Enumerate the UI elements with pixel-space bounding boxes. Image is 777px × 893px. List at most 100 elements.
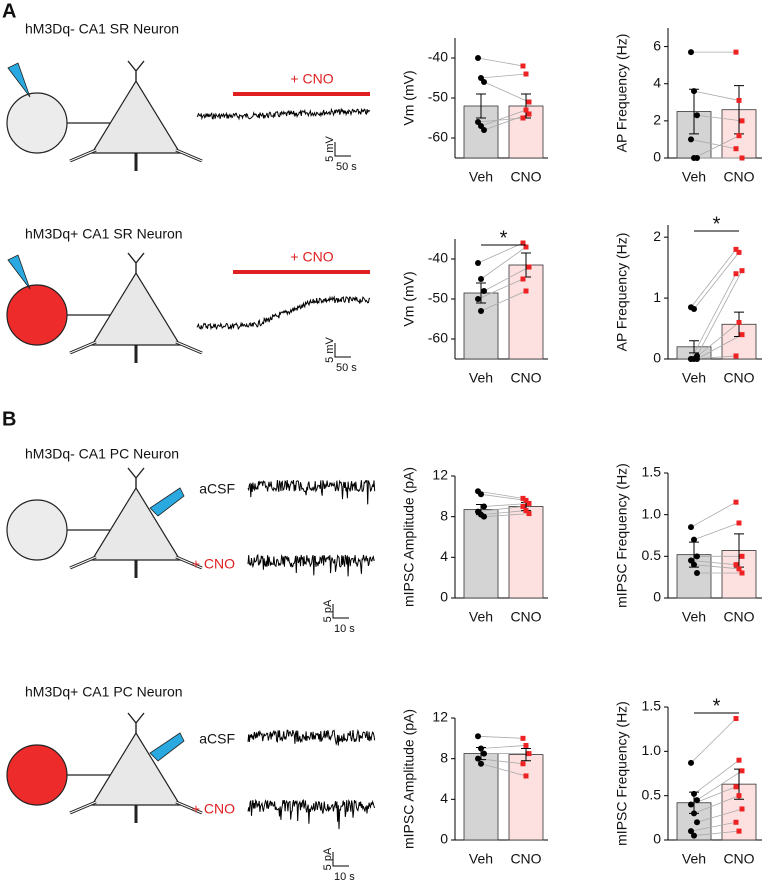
pair-line	[693, 830, 740, 836]
data-point	[688, 759, 694, 766]
pair-line	[693, 252, 740, 310]
data-point	[694, 819, 700, 826]
data-point	[739, 332, 745, 338]
trace	[196, 107, 371, 121]
presynaptic-cell	[6, 284, 68, 346]
data-point	[523, 508, 529, 514]
data-point	[475, 755, 481, 762]
pair-line	[480, 290, 527, 312]
data-point	[739, 806, 745, 812]
scale-label: 5 mV	[324, 337, 336, 363]
data-point	[481, 79, 487, 85]
data-point	[520, 276, 526, 282]
y-tick-label: 12	[432, 467, 448, 483]
data-point	[523, 71, 529, 77]
y-tick-label: 0	[653, 589, 661, 605]
drug-label: + CNO	[290, 71, 333, 87]
data-point	[736, 566, 742, 572]
data-point	[688, 49, 694, 56]
trace-label: + CNO	[192, 801, 235, 817]
scale-bar	[334, 343, 351, 358]
x-tick-label: Veh	[469, 370, 493, 386]
scale-label: 5 mV	[324, 136, 336, 162]
y-tick-label: 1.0	[642, 742, 662, 758]
data-point	[691, 832, 697, 839]
pair-line	[693, 564, 740, 570]
data-point	[736, 97, 742, 103]
x-tick-label: CNO	[510, 169, 541, 185]
data-point	[520, 63, 526, 69]
pair-line	[693, 90, 740, 101]
data-point	[481, 288, 487, 294]
scale-label: 5 pA	[322, 847, 334, 870]
x-tick-label: Veh	[469, 169, 493, 185]
data-point	[694, 570, 700, 576]
data-point	[475, 733, 481, 740]
pair-line	[480, 763, 527, 777]
data-point	[481, 750, 487, 757]
pipette	[149, 732, 185, 762]
data-point	[475, 296, 481, 302]
apical-dendrite	[127, 467, 145, 488]
data-point	[526, 99, 532, 105]
data-point	[520, 115, 526, 121]
y-axis-label: AP Frequency (Hz)	[614, 34, 630, 153]
trace	[247, 553, 375, 577]
data-point	[526, 511, 532, 517]
y-tick-label: -60	[428, 129, 448, 145]
pair-line	[693, 522, 740, 541]
pair-line	[693, 795, 740, 814]
x-tick-label: CNO	[723, 370, 754, 386]
data-point	[739, 155, 745, 161]
data-point	[526, 111, 532, 117]
data-point	[688, 828, 694, 835]
pair-line	[693, 322, 740, 360]
row-title: hM3Dq+ CA1 SR Neuron	[25, 226, 183, 242]
error-bar	[476, 93, 486, 119]
y-tick-label: 0.5	[642, 547, 662, 563]
data-point	[478, 276, 484, 282]
data-point	[694, 112, 700, 119]
error-bar	[521, 748, 531, 762]
data-point	[691, 536, 697, 543]
y-axis-label: mIPSC Amplitude (pA)	[401, 709, 417, 849]
data-point	[733, 716, 739, 722]
data-point	[481, 127, 487, 133]
data-point	[523, 288, 529, 294]
data-point	[736, 828, 742, 834]
data-point	[520, 495, 526, 501]
apical-dendrite	[127, 252, 145, 273]
y-tick-label: -50	[428, 89, 448, 105]
pair-line	[480, 493, 527, 501]
x-tick-label: Veh	[682, 370, 706, 386]
panel-label: B	[2, 408, 16, 430]
pair-line	[696, 270, 743, 357]
pair-line	[696, 334, 743, 360]
pair-line	[480, 510, 527, 516]
presynaptic-cell	[6, 92, 68, 154]
y-tick-label: 4	[653, 74, 661, 90]
data-point	[478, 745, 484, 752]
pair-line	[477, 506, 524, 512]
bar	[508, 506, 544, 599]
trace-label: + CNO	[192, 556, 235, 572]
pair-line	[477, 242, 524, 264]
y-tick-label: 1.5	[642, 464, 662, 480]
y-tick-label: 1	[653, 289, 661, 305]
y-tick-label: 0	[440, 831, 448, 847]
data-point	[739, 553, 745, 559]
data-point	[736, 249, 742, 255]
y-tick-label: -60	[428, 330, 448, 346]
y-tick-label: 0	[440, 589, 448, 605]
significance-label: *	[713, 213, 721, 235]
data-point	[688, 356, 694, 362]
data-point	[733, 819, 739, 825]
y-tick-label: 0	[653, 149, 661, 165]
pair-line	[480, 73, 527, 79]
pair-line	[696, 808, 743, 823]
pair-line	[696, 114, 743, 122]
data-point	[736, 319, 742, 325]
data-point	[739, 118, 745, 124]
data-point	[736, 793, 742, 799]
y-tick-label: 2	[653, 228, 661, 244]
